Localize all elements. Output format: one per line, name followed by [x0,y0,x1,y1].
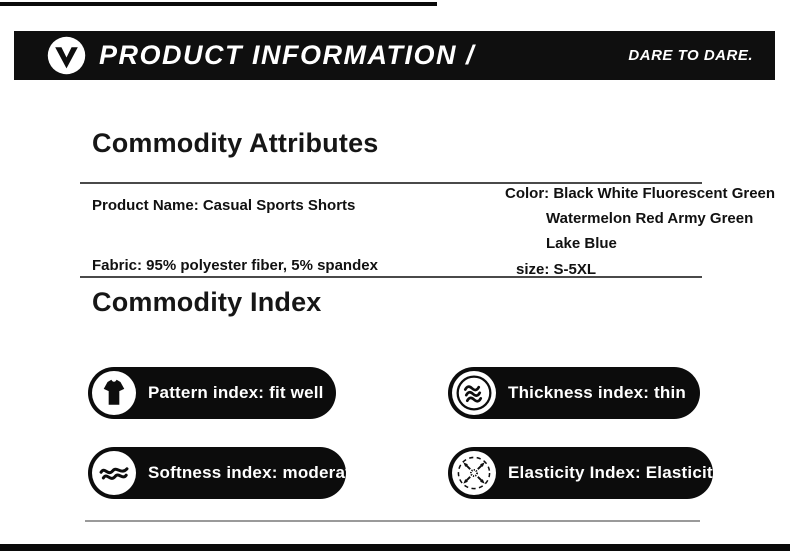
thickness-index-label: Thickness index: thin [508,383,687,402]
color-text-line2: Watermelon Red Army Green [546,210,754,227]
v-bird-logo-icon [47,36,86,75]
tshirt-icon [92,371,136,415]
color-text-line1: Color: Black White Fluorescent Green [505,185,776,202]
stretch-arrows-icon [452,451,496,495]
softness-index-label: Softness index: moderate [148,463,361,482]
top-divider [0,2,437,6]
color-text-line3: Lake Blue [546,235,617,252]
attributes-bottom-divider [80,276,702,278]
elasticity-index-label: Elasticity Index: Elasticity [508,463,723,482]
elasticity-index-badge: Elasticity Index: Elasticity [448,447,722,499]
footer-divider [85,520,700,522]
pattern-index-label: Pattern index: fit well [148,383,324,402]
index-heading: Commodity Index [92,287,322,317]
attributes-heading: Commodity Attributes [92,128,379,158]
size-text: size: S-5XL [516,261,597,278]
softness-index-badge: Softness index: moderate [88,447,360,499]
waves-icon [452,371,496,415]
pattern-index-badge: Pattern index: fit well [88,367,336,419]
header-banner: PRODUCT INFORMATION / DARE TO DARE. [14,31,775,80]
product-name-text: Product Name: Casual Sports Shorts [92,197,356,214]
banner-tagline: DARE TO DARE. [628,47,753,64]
bottom-bar [0,544,790,551]
banner-title: PRODUCT INFORMATION / [99,40,475,70]
thickness-index-badge: Thickness index: thin [448,367,700,419]
fabric-text: Fabric: 95% polyester fiber, 5% spandex [92,257,378,274]
attributes-top-divider [80,182,702,184]
softness-swirl-icon [92,451,136,495]
